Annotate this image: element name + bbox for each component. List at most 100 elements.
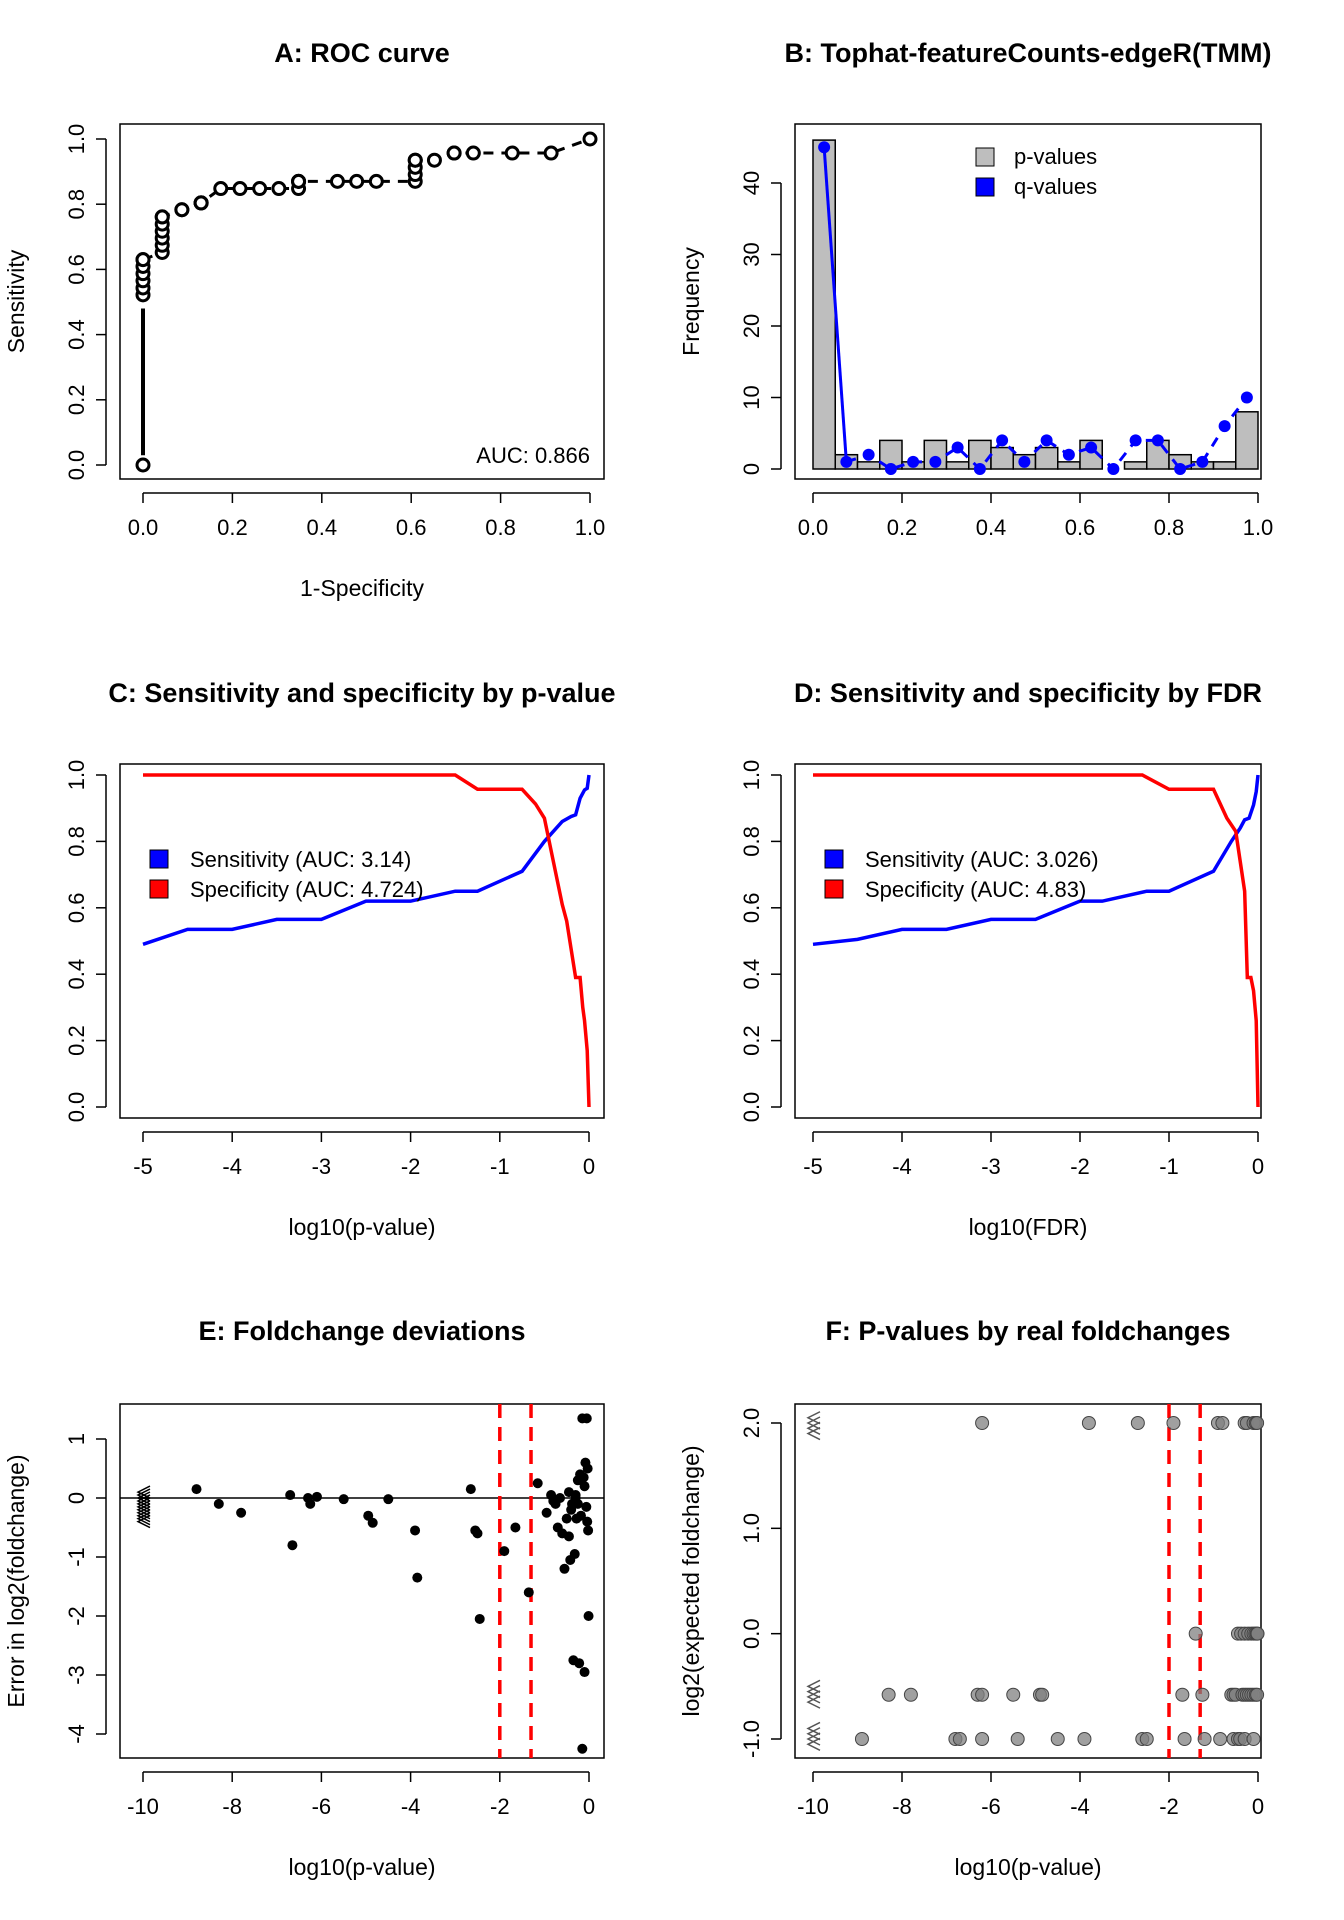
x-tick-label: -2 [1070,1154,1090,1179]
data-point [575,1510,586,1521]
histogram-bar [990,446,1014,470]
q-value-point [1062,448,1075,461]
x-tick-label: 1.0 [1243,515,1274,540]
x-tick-label: 0.4 [307,515,338,540]
data-point [583,1525,594,1536]
q-value-point [1129,434,1142,447]
y-tick-label: -3 [64,1665,89,1685]
data-point [579,1667,590,1678]
x-tick-label: -2 [1159,1794,1179,1819]
panel-c: C: Sensitivity and specificity by p-valu… [64,678,616,1240]
y-tick-label: 0.6 [64,254,89,285]
data-point [236,1507,247,1518]
x-tick-label: 0.8 [485,515,516,540]
x-tick-label: -3 [312,1154,332,1179]
data-point [191,1484,202,1495]
histogram-bar [1212,461,1237,470]
roc-point [135,457,151,473]
data-point [975,1416,990,1430]
roc-point [349,173,365,189]
x-axis-label: log10(p-value) [954,1854,1101,1880]
q-value-point [996,434,1009,447]
clipped-point-marker [136,1500,151,1514]
data-point [903,1687,918,1702]
plot-frame [119,1403,605,1759]
x-axis-label: log10(p-value) [288,1214,435,1240]
x-tick-label: -6 [312,1794,332,1819]
roc-point [271,181,287,197]
y-tick-label: 20 [739,314,764,338]
x-tick-label: -3 [981,1154,1001,1179]
x-tick-label: -2 [401,1154,421,1179]
y-tick-label: 40 [739,171,764,195]
data-point [559,1563,570,1574]
clipped-point-marker [806,1721,821,1736]
y-tick-label: 1.0 [64,760,89,791]
x-tick-label: -2 [490,1794,510,1819]
legend-swatch [149,879,169,899]
plot-area [142,773,591,1108]
data-point [472,1528,483,1539]
x-axis-label: log10(p-value) [288,1854,435,1880]
q-value-point [818,141,831,154]
data-point [582,1463,593,1474]
q-value-point [1151,434,1164,447]
data-point [555,1493,566,1503]
legend-swatch [149,849,169,869]
histogram-bar [1034,446,1059,470]
panel-a: A: ROC curve 0.0 0.2 0.4 0.6 0.8 1.0 0.0 0.2 0.4 0… [3,38,605,601]
data-point [583,1611,594,1621]
roc-point [329,173,345,189]
chart-title: A: ROC curve [274,38,450,68]
data-point [975,1732,990,1746]
data-point [581,1413,592,1424]
clipped-point-marker [806,1679,821,1694]
y-tick-label: 0.8 [64,826,89,857]
y-tick-label: 0.2 [739,1025,764,1056]
x-tick-label: -4 [222,1154,242,1179]
y-tick-label: 2.0 [739,1408,764,1439]
x-tick-label: -1 [490,1154,510,1179]
y-axis-label: Frequency [678,247,704,356]
y-tick-label: 0.0 [64,450,89,481]
legend-swatch [975,177,995,197]
histogram-bar [1123,461,1148,470]
q-value-line [822,147,848,462]
x-tick-label: -5 [803,1154,823,1179]
data-point [474,1613,485,1624]
q-value-point [862,448,875,461]
roc-point [252,181,268,197]
roc-point [582,131,598,147]
y-tick-label: 0.4 [64,959,89,990]
x-tick-label: 0.6 [1065,515,1096,540]
legend: p-values q-values [975,144,1097,199]
clipped-point-marker [806,1690,821,1704]
clipped-point-marker [806,1695,821,1709]
x-tick-label: 0 [1252,1154,1264,1179]
x-tick-label: -6 [981,1794,1001,1819]
roc-point [465,145,481,161]
legend: Sensitivity (AUC: 3.14) Specificity (AUC:… [149,847,424,902]
data-point [561,1513,572,1524]
x-tick-label: 0 [583,1794,595,1819]
legend-swatch [824,849,844,869]
data-point [412,1572,423,1583]
roc-point [154,209,170,225]
plot-area [806,1404,1265,1758]
legend-label: Specificity (AUC: 4.83) [865,877,1086,902]
data-point [338,1494,349,1505]
plot-frame [794,123,1262,480]
x-tick-label: -4 [401,1794,421,1819]
data-point [578,1472,589,1483]
clipped-point-marker [136,1497,151,1511]
legend-swatch [975,147,995,167]
data-point [1130,1416,1145,1430]
x-tick-label: -4 [1070,1794,1090,1819]
legend-label: Specificity (AUC: 4.724) [190,877,424,902]
clipped-point-marker [136,1485,151,1499]
data-point [1139,1732,1154,1746]
plot-area [812,139,1259,475]
data-point [213,1498,224,1509]
plot-frame [794,1403,1262,1759]
clipped-point-marker [136,1514,151,1529]
